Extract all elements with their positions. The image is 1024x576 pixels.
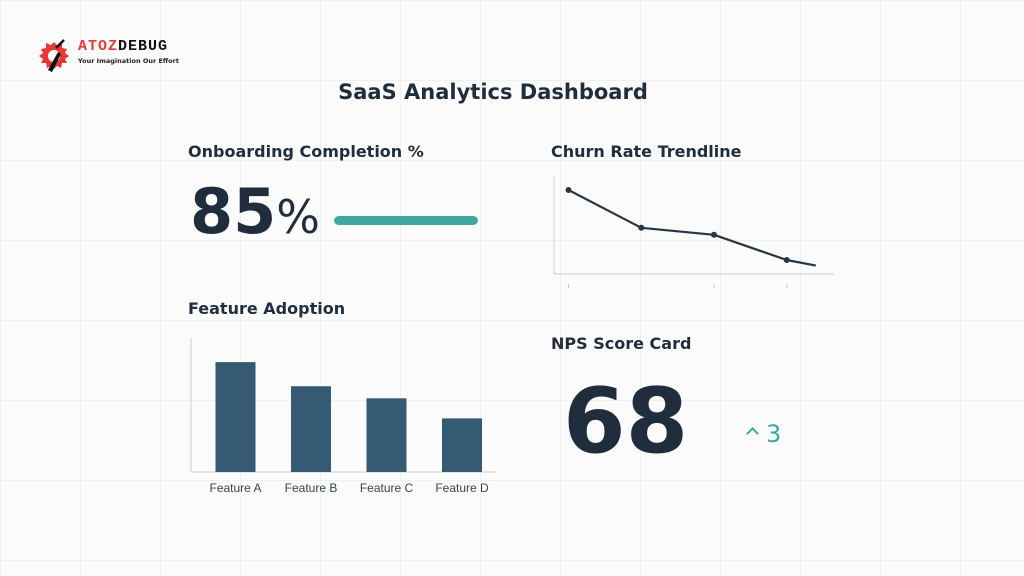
feature-bar xyxy=(291,386,331,472)
feature-tick-label: Feature C xyxy=(360,481,414,495)
feature-tick-label: Feature A xyxy=(209,481,261,495)
brand-name-accent: ATOZ xyxy=(78,38,119,55)
feature-bar xyxy=(215,362,256,472)
brand-name-rest: DEBUG xyxy=(118,38,169,55)
nps-score: 68 xyxy=(563,369,689,474)
feature-title: Feature Adoption xyxy=(188,299,346,318)
feature-bar-chart: Feature A Feature B Feature C Feature D xyxy=(190,338,496,495)
feature-tick-label: Feature D xyxy=(435,481,489,495)
nps-title: NPS Score Card xyxy=(551,334,692,353)
churn-point xyxy=(711,231,717,238)
page-title: SaaS Analytics Dashboard xyxy=(338,80,648,104)
caret-up-icon xyxy=(746,427,759,440)
churn-title: Churn Rate Trendline xyxy=(551,142,742,161)
feature-bar xyxy=(366,398,407,472)
nps-delta: 3 xyxy=(746,420,782,448)
brand-tagline: Your Imagination Our Effort xyxy=(78,57,179,65)
brand-name: ATOZDEBUG xyxy=(78,38,168,55)
onboarding-progress-fill xyxy=(334,216,478,225)
onboarding-progress-bar xyxy=(334,216,478,225)
churn-point xyxy=(565,187,572,193)
bug-logo-icon xyxy=(39,39,69,72)
onboarding-value: 85% xyxy=(190,176,320,253)
churn-point xyxy=(783,257,790,263)
churn-series-line xyxy=(568,189,817,267)
onboarding-title: Onboarding Completion % xyxy=(188,142,424,161)
brand-logo: ATOZDEBUG Your Imagination Our Effort xyxy=(34,34,184,74)
nps-delta-value: 3 xyxy=(766,420,782,448)
onboarding-unit: % xyxy=(276,190,320,244)
feature-tick-label: Feature B xyxy=(285,481,338,495)
churn-point xyxy=(638,224,645,231)
churn-line-chart xyxy=(553,176,834,288)
onboarding-number: 85 xyxy=(190,175,277,248)
feature-bar xyxy=(442,418,482,472)
